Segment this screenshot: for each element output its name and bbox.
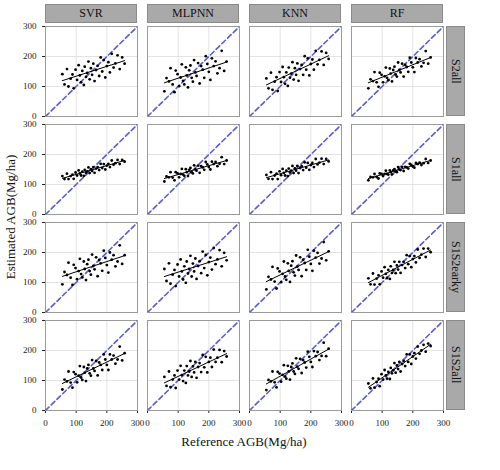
html-text:SVR: SVR bbox=[79, 6, 103, 20]
html-text:Estimated AGB(Mg/ha): Estimated AGB(Mg/ha) bbox=[3, 154, 18, 280]
html-text:KNN: KNN bbox=[282, 6, 308, 20]
svg-text:100: 100 bbox=[23, 375, 37, 385]
svg-text:300: 300 bbox=[233, 418, 247, 428]
svg-text:200: 200 bbox=[304, 418, 318, 428]
svg-text:200: 200 bbox=[23, 345, 37, 355]
svg-text:300: 300 bbox=[23, 315, 37, 325]
svg-text:200: 200 bbox=[100, 418, 114, 428]
svg-text:0: 0 bbox=[32, 405, 37, 415]
svg-text:200: 200 bbox=[406, 418, 420, 428]
html-text:MLPNN: MLPNN bbox=[172, 6, 214, 20]
svg-text:100: 100 bbox=[23, 81, 37, 91]
svg-text:100: 100 bbox=[23, 179, 37, 189]
svg-text:200: 200 bbox=[202, 418, 216, 428]
svg-text:200: 200 bbox=[23, 51, 37, 61]
html-text:RF: RF bbox=[389, 6, 405, 20]
svg-text:300: 300 bbox=[335, 418, 349, 428]
svg-text:200: 200 bbox=[23, 247, 37, 257]
svg-text:100: 100 bbox=[273, 418, 287, 428]
svg-text:300: 300 bbox=[131, 418, 145, 428]
svg-text:100: 100 bbox=[23, 277, 37, 287]
svg-text:0: 0 bbox=[145, 418, 150, 428]
html-text:S1all: S1all bbox=[449, 156, 463, 182]
svg-text:100: 100 bbox=[375, 418, 389, 428]
svg-text:0: 0 bbox=[32, 307, 37, 318]
html-text:S1S2earky: S1S2earky bbox=[449, 241, 463, 293]
svg-text:200: 200 bbox=[23, 149, 37, 159]
svg-text:100: 100 bbox=[69, 418, 83, 428]
html-text:S2all: S2all bbox=[449, 58, 463, 84]
svg-text:300: 300 bbox=[23, 119, 37, 129]
svg-text:0: 0 bbox=[247, 418, 252, 428]
svg-text:0: 0 bbox=[32, 209, 37, 220]
svg-text:0: 0 bbox=[43, 418, 48, 428]
html-text:S1S2all: S1S2all bbox=[449, 346, 463, 384]
svg-text:300: 300 bbox=[437, 418, 451, 428]
svg-text:0: 0 bbox=[32, 111, 37, 122]
svg-text:0: 0 bbox=[349, 418, 354, 428]
html-text:Reference AGB(Mg/ha): Reference AGB(Mg/ha) bbox=[181, 434, 307, 449]
svg-text:100: 100 bbox=[171, 418, 185, 428]
svg-text:300: 300 bbox=[23, 217, 37, 227]
svg-text:300: 300 bbox=[23, 21, 37, 31]
